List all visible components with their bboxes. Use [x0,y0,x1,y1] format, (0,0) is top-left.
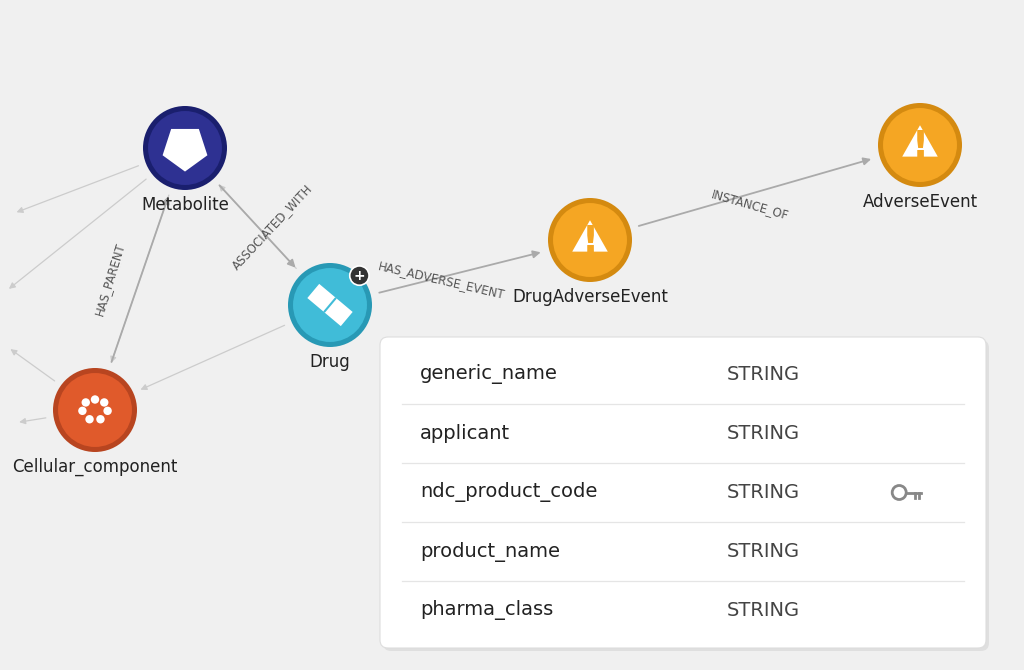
Circle shape [53,368,137,452]
Circle shape [78,407,87,415]
Circle shape [548,198,632,282]
Circle shape [82,398,90,407]
Polygon shape [574,222,606,251]
Circle shape [85,415,94,423]
Polygon shape [164,131,206,170]
Text: STRING: STRING [727,542,801,561]
Circle shape [288,263,372,347]
Circle shape [96,415,104,423]
Circle shape [143,106,227,190]
Circle shape [148,111,222,185]
Text: INSTANCE_OF: INSTANCE_OF [710,187,791,222]
Circle shape [878,103,962,187]
Text: HAS_PARENT: HAS_PARENT [93,241,127,317]
Text: product_name: product_name [420,541,560,561]
Text: Cellular_component: Cellular_component [12,458,178,476]
FancyBboxPatch shape [383,340,989,651]
Text: DrugAdverseEvent: DrugAdverseEvent [512,288,668,306]
Text: STRING: STRING [727,365,801,384]
Text: Metabolite: Metabolite [141,196,229,214]
Circle shape [100,398,109,407]
Text: STRING: STRING [727,601,801,620]
Circle shape [883,108,957,182]
FancyBboxPatch shape [307,284,352,326]
Polygon shape [904,127,936,155]
Text: ASSOCIATED_WITH: ASSOCIATED_WITH [229,182,315,271]
Text: STRING: STRING [727,424,801,443]
Text: Drug: Drug [309,353,350,371]
Text: !: ! [911,129,929,165]
Text: !: ! [582,224,599,261]
Circle shape [91,395,99,404]
Circle shape [103,407,112,415]
Text: +: + [353,269,366,283]
Text: generic_name: generic_name [420,364,558,385]
Circle shape [293,268,367,342]
Circle shape [58,373,132,447]
Text: HAS_ADVERSE_EVENT: HAS_ADVERSE_EVENT [377,259,507,302]
Circle shape [350,266,369,285]
Text: applicant: applicant [420,424,510,443]
Text: STRING: STRING [727,483,801,502]
Circle shape [553,203,627,277]
Text: pharma_class: pharma_class [420,600,553,620]
Text: ndc_product_code: ndc_product_code [420,482,597,502]
Text: AdverseEvent: AdverseEvent [862,193,978,211]
FancyBboxPatch shape [380,337,986,648]
